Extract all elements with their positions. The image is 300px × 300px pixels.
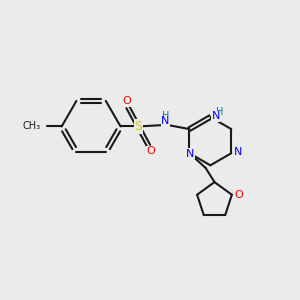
Text: N: N (186, 149, 194, 159)
Text: O: O (122, 96, 131, 106)
Text: CH₃: CH₃ (22, 122, 40, 131)
Text: N: N (234, 147, 242, 157)
Text: O: O (146, 146, 155, 157)
Text: N: N (161, 116, 170, 126)
Text: S: S (134, 120, 142, 133)
Text: H: H (216, 107, 224, 117)
Text: O: O (234, 190, 243, 200)
Text: N: N (212, 111, 220, 122)
Text: H: H (162, 110, 169, 121)
